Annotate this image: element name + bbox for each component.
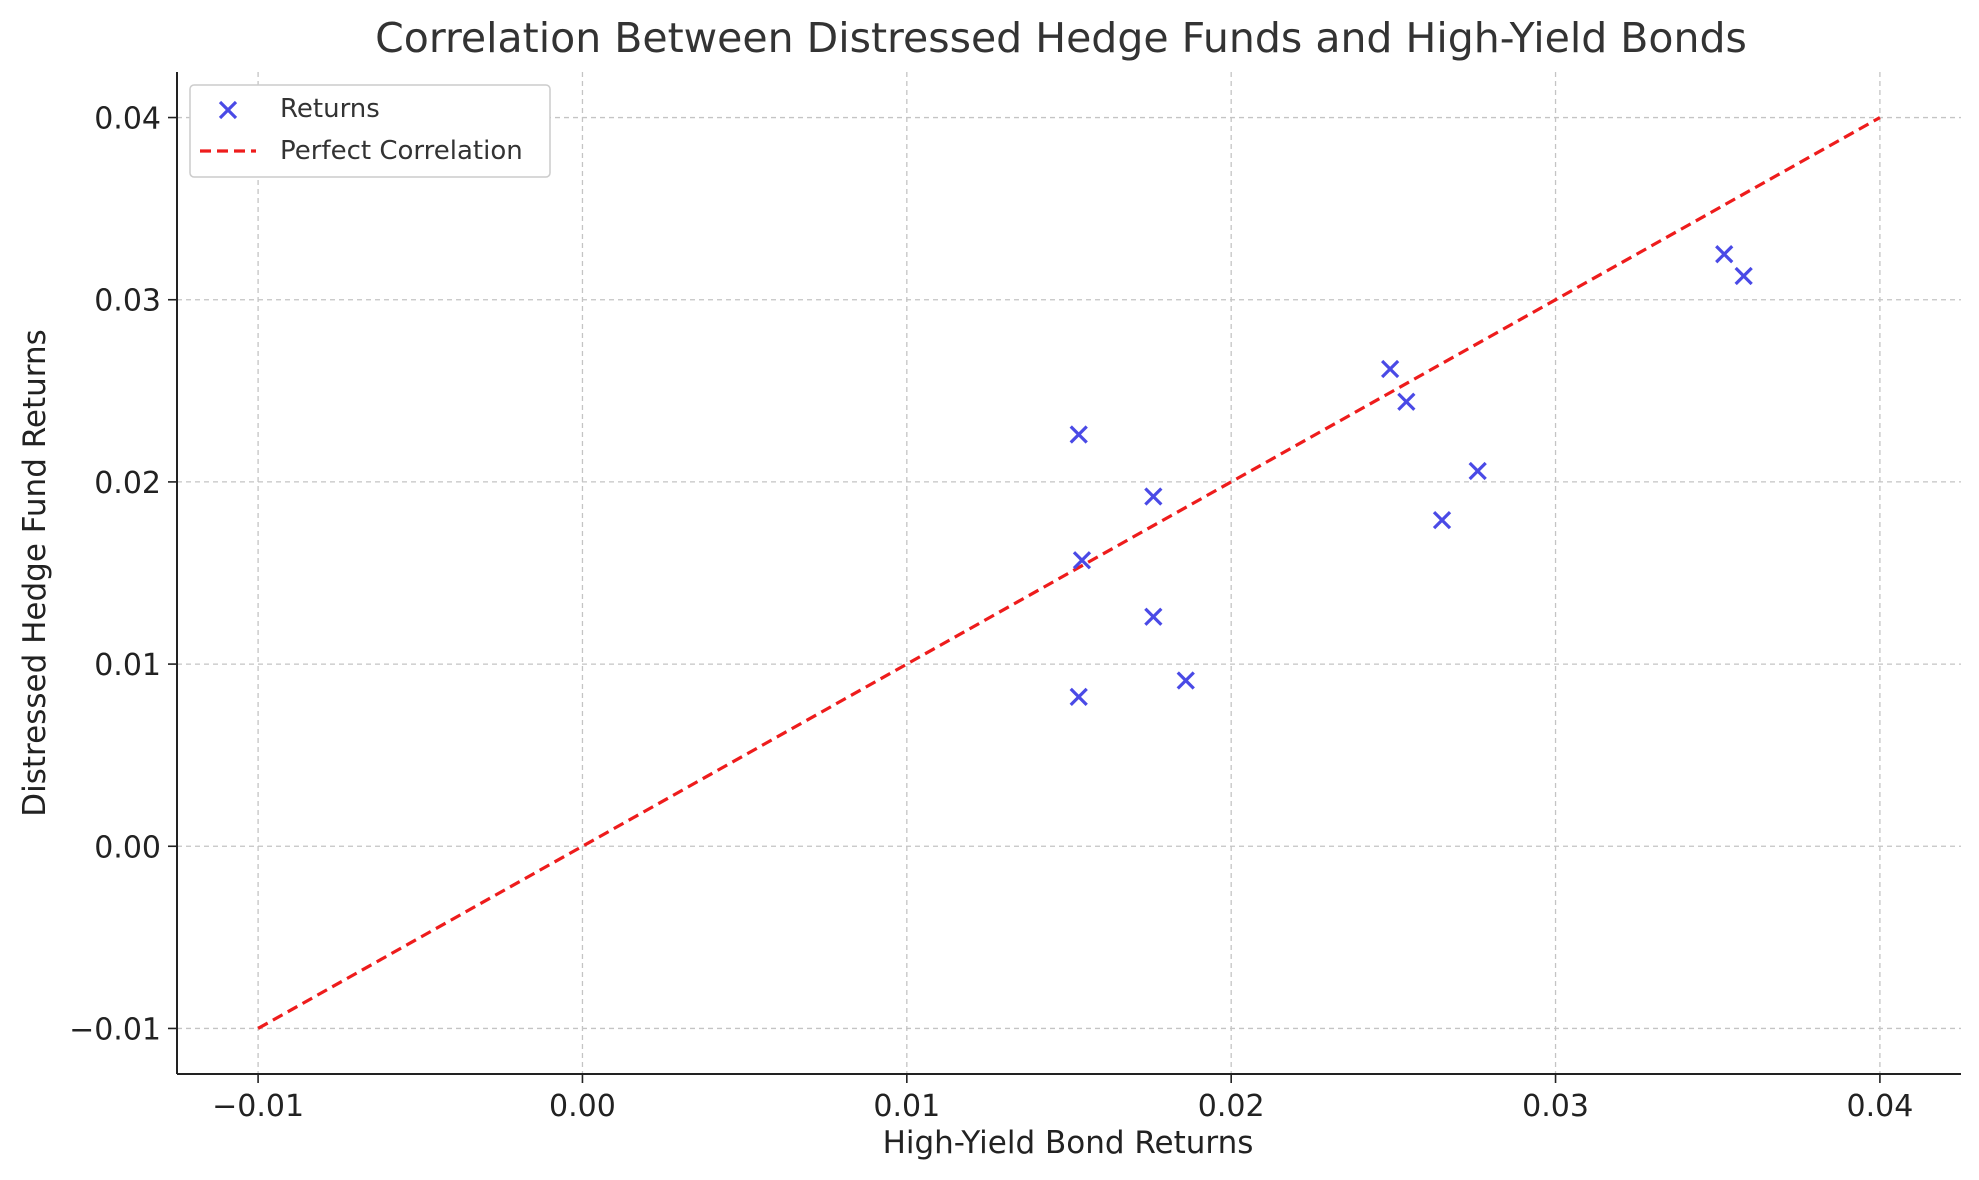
- y-tick-label: 0.02: [94, 466, 161, 501]
- data-point: [1144, 487, 1163, 506]
- series-layer: [257, 116, 1881, 1030]
- data-point: [1072, 551, 1092, 570]
- perfect-correlation-line: [257, 116, 1881, 1030]
- x-tick-label: 0.02: [1198, 1089, 1265, 1124]
- marker-stroke: [218, 100, 238, 120]
- x-tick-label: 0.03: [1522, 1089, 1589, 1124]
- marker-stroke: [1144, 607, 1163, 626]
- data-point: [1715, 245, 1734, 264]
- x-tick-label: 0.01: [873, 1089, 940, 1124]
- y-tick-label: 0.01: [94, 648, 161, 683]
- legend-x-glyph: [218, 100, 238, 120]
- marker-stroke: [1380, 359, 1400, 379]
- legend-label-perfect-correlation: Perfect Correlation: [280, 136, 523, 166]
- marker-stroke: [1072, 551, 1092, 570]
- data-point: [1734, 266, 1753, 286]
- marker-stroke: [1069, 425, 1088, 444]
- data-point: [1069, 687, 1088, 707]
- data-point: [1069, 425, 1088, 444]
- marker-stroke: [1397, 392, 1416, 411]
- x-tick-label: −0.01: [212, 1089, 304, 1124]
- marker-stroke: [1432, 511, 1452, 530]
- legend-marker-returns: [218, 100, 238, 120]
- marker-stroke: [1176, 671, 1195, 690]
- y-tick-label: 0.03: [94, 284, 161, 319]
- x-axis-ticks: −0.01 0.00 0.01 0.02 0.03 0.04: [212, 1074, 1913, 1124]
- marker-stroke: [1734, 266, 1753, 286]
- legend: Returns Perfect Correlation: [189, 84, 551, 178]
- axes: [176, 72, 1961, 1075]
- grid-lines: [177, 72, 1961, 1074]
- legend-label-returns: Returns: [280, 94, 380, 124]
- marker-stroke: [1468, 461, 1487, 481]
- legend-box: [189, 84, 551, 178]
- marker-stroke: [1144, 487, 1163, 506]
- y-tick-label: −0.01: [69, 1012, 161, 1047]
- x-tick-label: 0.00: [549, 1089, 616, 1124]
- data-point: [1176, 671, 1195, 690]
- x-tick-label: 0.04: [1847, 1089, 1914, 1124]
- marker-stroke: [1069, 687, 1088, 707]
- data-point: [1144, 607, 1163, 626]
- data-point: [1432, 511, 1452, 530]
- y-tick-label: 0.00: [94, 830, 161, 865]
- data-point: [1380, 359, 1400, 379]
- chart-title: Correlation Between Distressed Hedge Fun…: [375, 14, 1747, 62]
- y-axis-ticks: −0.01 0.00 0.01 0.02 0.03 0.04: [69, 102, 177, 1047]
- data-point: [1397, 392, 1416, 411]
- data-point: [1468, 461, 1487, 481]
- x-axis-label: High-Yield Bond Returns: [883, 1125, 1254, 1161]
- y-tick-label: 0.04: [94, 102, 161, 137]
- marker-stroke: [1715, 245, 1734, 264]
- y-axis-label: Distressed Hedge Fund Returns: [17, 329, 53, 816]
